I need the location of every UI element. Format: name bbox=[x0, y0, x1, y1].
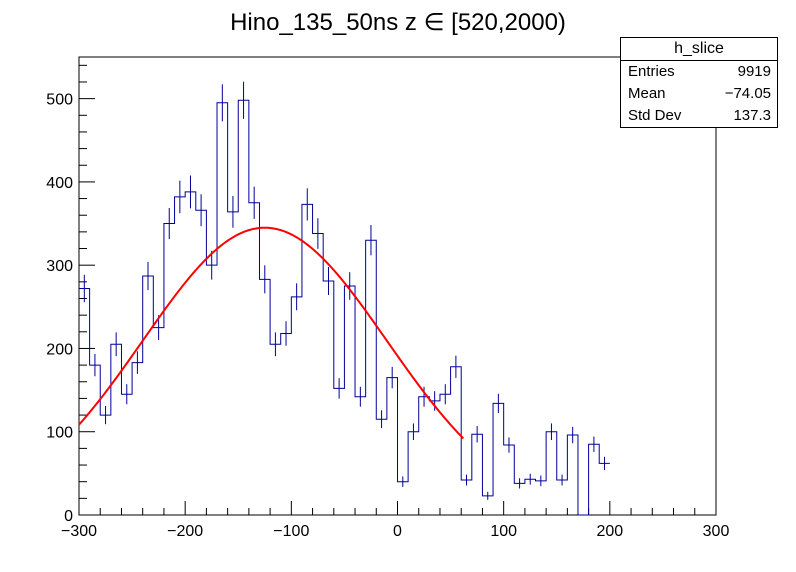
stats-box: h_slice Entries 9919 Mean −74.05 Std Dev… bbox=[620, 37, 778, 128]
x-tick-label: −100 bbox=[273, 523, 309, 540]
stats-entries-value: 9919 bbox=[737, 63, 771, 80]
stats-row-mean: Mean −74.05 bbox=[621, 83, 777, 105]
y-tick-label: 500 bbox=[46, 92, 73, 109]
stats-stddev-value: 137.3 bbox=[733, 107, 771, 124]
x-tick-label: −200 bbox=[167, 523, 203, 540]
stats-mean-value: −74.05 bbox=[724, 85, 771, 102]
x-tick-label: 0 bbox=[393, 523, 402, 540]
stats-entries-label: Entries bbox=[628, 63, 675, 80]
x-tick-label: 100 bbox=[490, 523, 517, 540]
x-tick-label: 300 bbox=[703, 523, 730, 540]
x-tick-labels: −300 −200 −100 0 100 200 300 bbox=[61, 523, 729, 540]
x-tick-label: −300 bbox=[61, 523, 97, 540]
x-tick-label: 200 bbox=[596, 523, 623, 540]
stats-title: h_slice bbox=[621, 38, 777, 61]
stats-row-entries: Entries 9919 bbox=[621, 61, 777, 83]
histogram-line bbox=[79, 99, 610, 516]
axis-ticks bbox=[78, 64, 717, 516]
y-tick-label: 300 bbox=[46, 258, 73, 275]
y-tick-label: 200 bbox=[46, 341, 73, 358]
y-tick-label: 100 bbox=[46, 425, 73, 442]
stats-stddev-label: Std Dev bbox=[628, 107, 682, 124]
y-tick-label: 400 bbox=[46, 175, 73, 192]
chart-title: Hino_135_50ns z ∈ [520,2000) bbox=[230, 9, 566, 36]
stats-row-stddev: Std Dev 137.3 bbox=[621, 105, 777, 127]
y-tick-label: 0 bbox=[64, 508, 73, 525]
gaussian-fit-curve bbox=[78, 226, 465, 440]
stats-mean-label: Mean bbox=[628, 85, 666, 102]
y-tick-labels: 0 100 200 300 400 500 bbox=[46, 92, 73, 525]
